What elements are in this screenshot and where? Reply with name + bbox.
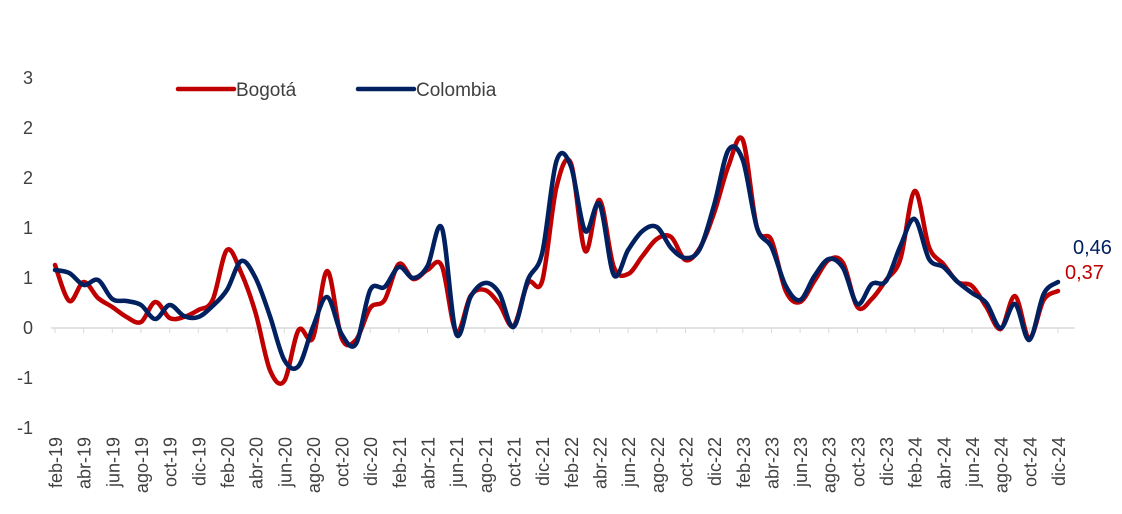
x-tick-label: jun-22 [619, 437, 639, 488]
x-tick-label: oct-23 [848, 437, 868, 487]
end-value-label: 0,37 [1065, 262, 1104, 284]
x-tick-label: abr-20 [247, 437, 267, 489]
x-tick-label: oct-24 [1020, 437, 1040, 487]
end-value-labels: 0,46 0,37 [1065, 237, 1112, 284]
series-lines [52, 135, 1061, 386]
series-line-colombia [52, 144, 1061, 371]
x-tick-label: ago-24 [992, 437, 1012, 493]
y-axis-tick-labels: -1 -1 0 1 1 2 2 3 [17, 68, 33, 438]
x-tick-label: ago-23 [820, 437, 840, 493]
x-tick-label: dic-23 [877, 437, 897, 486]
x-tick-label: oct-20 [333, 437, 353, 487]
x-tick-label: feb-23 [734, 437, 754, 488]
x-axis-tick-labels: feb-19 abr-19 jun-19 ago-19 oct-19 dic-19 feb-… [46, 437, 1069, 493]
y-tick-label: 3 [23, 68, 33, 88]
x-tick-label: abr-21 [419, 437, 439, 489]
x-tick-label: feb-19 [46, 437, 66, 488]
x-tick-label: dic-22 [705, 437, 725, 486]
x-tick-label: abr-19 [75, 437, 95, 489]
x-tick-label: abr-24 [934, 437, 954, 489]
y-tick-label: 1 [23, 268, 33, 288]
x-tick-label: ago-22 [648, 437, 668, 493]
y-tick-label: 2 [23, 168, 33, 188]
x-tick-label: oct-19 [161, 437, 181, 487]
x-tick-label: feb-24 [906, 437, 926, 488]
x-tick-label: ago-19 [132, 437, 152, 493]
y-tick-label: 1 [23, 218, 33, 238]
x-tick-label: jun-24 [963, 437, 983, 488]
x-tick-label: ago-21 [476, 437, 496, 493]
y-tick-label: -1 [17, 418, 33, 438]
x-tick-label: feb-22 [562, 437, 582, 488]
x-tick-label: oct-21 [505, 437, 525, 487]
y-tick-label: 2 [23, 118, 33, 138]
legend-label: Colombia [416, 80, 497, 101]
x-tick-label: feb-20 [218, 437, 238, 488]
x-tick-label: jun-19 [103, 437, 123, 488]
x-tick-label: dic-24 [1049, 437, 1069, 486]
legend-label: Bogotá [236, 80, 297, 101]
x-tick-label: abr-22 [590, 437, 610, 489]
legend: Bogotá Colombia [175, 80, 497, 101]
y-tick-label: 0 [23, 318, 33, 338]
x-tick-label: jun-23 [791, 437, 811, 488]
x-tick-label: jun-21 [447, 437, 467, 488]
x-tick-label: dic-20 [361, 437, 381, 486]
series-line-bogot [52, 135, 1061, 386]
y-tick-label: -1 [17, 368, 33, 388]
x-tick-label: jun-20 [275, 437, 295, 488]
x-tick-label: feb-21 [390, 437, 410, 488]
x-tick-label: oct-22 [676, 437, 696, 487]
x-tick-label: dic-21 [533, 437, 553, 486]
x-tick-label: ago-20 [304, 437, 324, 493]
x-tick-label: abr-23 [762, 437, 782, 489]
end-value-label: 0,46 [1073, 237, 1112, 259]
x-tick-label: dic-19 [189, 437, 209, 486]
